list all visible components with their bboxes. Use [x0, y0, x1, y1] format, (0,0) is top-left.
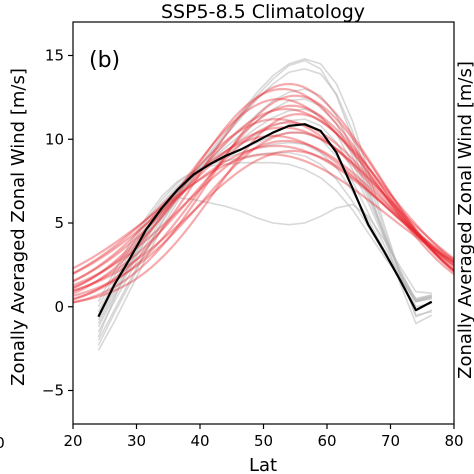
y-tick-label: −5	[42, 382, 64, 400]
x-tick-label: 30	[127, 432, 146, 450]
series-line-model-fit-14	[73, 144, 454, 276]
series-line-model-fit-15	[73, 149, 454, 292]
y-tick-label: 5	[54, 214, 64, 232]
series-line-model-raw-8	[97, 141, 432, 313]
series-line-model-fit-6	[73, 108, 454, 289]
x-tick-label: 20	[63, 432, 82, 450]
series-line-model-raw-2	[97, 68, 432, 341]
series-line-model-fit-11	[73, 131, 454, 297]
right-y-axis-title-partial: Zonally Averaged Zonal Wind [m/s]	[455, 61, 474, 379]
series-line-model-raw-10	[97, 161, 432, 303]
left-x-tick-partial: 0	[0, 434, 5, 452]
series-line-model-fit-10	[73, 126, 454, 283]
series-line-model-fit-4	[73, 97, 454, 290]
y-tick-label: 15	[45, 47, 64, 65]
chart-title: SSP5-8.5 Climatology	[161, 1, 365, 23]
x-tick-label: 80	[444, 432, 463, 450]
series-line-model-fit-2	[73, 87, 454, 295]
series-line-model-fit-8	[73, 118, 454, 283]
y-tick-label: 10	[45, 130, 64, 148]
series-line-model-fit-5	[73, 104, 454, 300]
x-tick-label: 70	[381, 432, 400, 450]
series-line-model-raw-6	[97, 118, 433, 321]
series-line-black-1	[97, 123, 433, 318]
axes: 20 30 40 50 60 70 80 −5 0 5 10 15	[42, 47, 464, 451]
series-line-model-raw-1	[97, 58, 433, 346]
plot-area	[73, 58, 454, 351]
series-line-model-raw-4	[97, 98, 432, 328]
y-tick-label: 0	[54, 298, 64, 316]
x-tick-label: 50	[254, 432, 273, 450]
series-line-model-raw-12	[97, 59, 433, 351]
x-tick-label: 40	[190, 432, 209, 450]
y-axis-title: Zonally Averaged Zonal Wind [m/s]	[8, 68, 29, 386]
series-line-model-raw-5	[97, 108, 432, 324]
series-line-model-fit-1	[73, 82, 454, 301]
x-tick-label: 60	[317, 432, 336, 450]
series-line-model-fit-16	[73, 153, 454, 270]
x-axis-title: Lat	[249, 455, 277, 474]
series-line-model-fit-13	[73, 139, 454, 287]
panel-label: (b)	[89, 48, 120, 73]
series-line-model-fit-7	[73, 113, 454, 304]
series-line-model-fit-9	[73, 121, 454, 293]
series-line-model-fit-3	[73, 94, 454, 304]
